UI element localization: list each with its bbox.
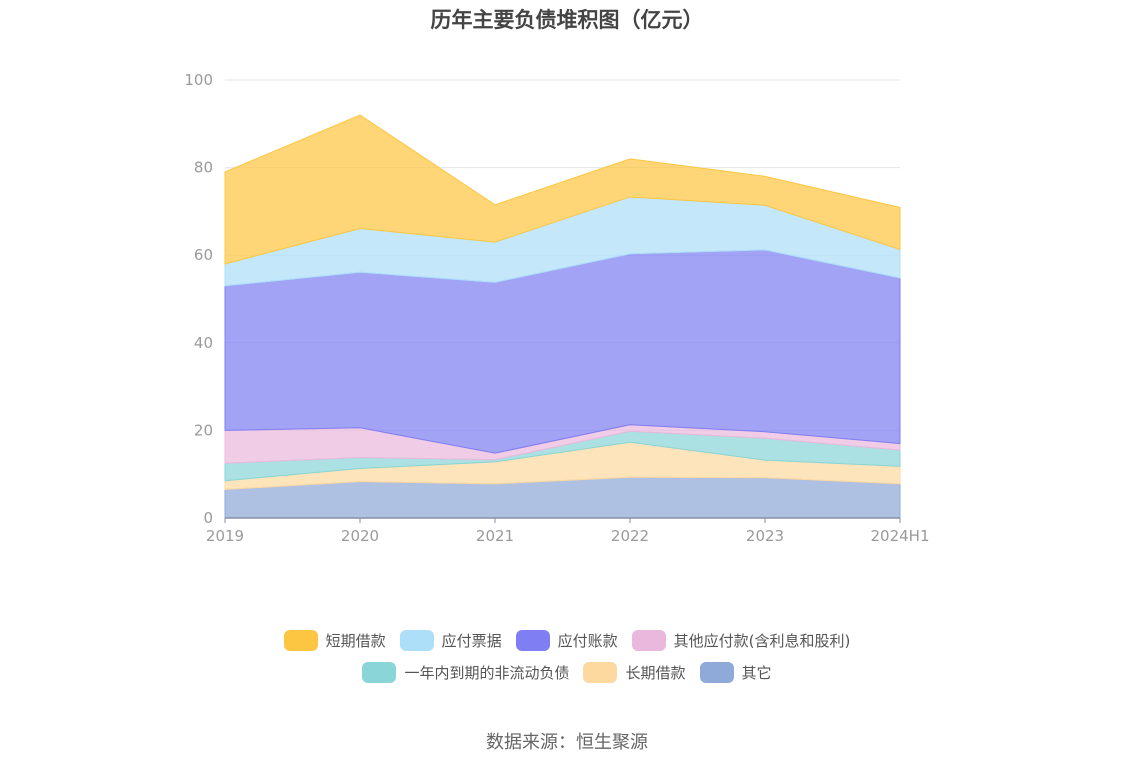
chart-title: 历年主要负债堆积图（亿元） [430, 8, 704, 32]
legend-item[interactable]: 其它 [699, 662, 772, 683]
legend-swatch [631, 630, 666, 651]
area-series-短期借款 [224, 114, 901, 265]
y-tick-label: 20 [194, 421, 213, 439]
legend-row-2: 一年内到期的非流动负债 长期借款 其它 [0, 662, 1134, 683]
y-tick-label: 0 [203, 509, 213, 527]
x-tick-label: 2022 [611, 527, 649, 545]
legend: 短期借款 应付票据 应付账款 其他应付款(含利息和股利) 一年内到期的非流动负债 长期借… [0, 630, 1134, 694]
legend-label: 其他应付款(含利息和股利) [673, 632, 851, 650]
legend-label: 应付账款 [557, 632, 618, 650]
legend-label: 其它 [741, 664, 772, 682]
legend-label: 长期借款 [625, 664, 686, 682]
legend-swatch [515, 630, 550, 651]
y-tick-label: 40 [194, 334, 213, 352]
legend-item[interactable]: 应付票据 [399, 630, 502, 651]
legend-swatch [283, 630, 318, 651]
y-tick-label: 80 [194, 159, 213, 177]
legend-item[interactable]: 长期借款 [583, 662, 686, 683]
legend-row-1: 短期借款 应付票据 应付账款 其他应付款(含利息和股利) [0, 630, 1134, 651]
axes: 0 20 40 60 80 100 2019 2020 2021 2022 2023 2024H1 [184, 71, 929, 545]
source-note: 数据来源：恒生聚源 [486, 732, 648, 753]
legend-item[interactable]: 应付账款 [515, 630, 618, 651]
legend-item[interactable]: 短期借款 [283, 630, 386, 651]
area-series-应付账款 [224, 249, 901, 454]
x-tick-label: 2019 [206, 527, 244, 545]
legend-swatch [399, 630, 434, 651]
legend-label: 一年内到期的非流动负债 [404, 664, 570, 682]
legend-item[interactable]: 其他应付款(含利息和股利) [631, 630, 851, 651]
x-tick-label: 2024H1 [871, 527, 930, 545]
x-tick-label: 2020 [341, 527, 379, 545]
legend-item[interactable]: 一年内到期的非流动负债 [362, 662, 569, 683]
legend-label: 短期借款 [325, 632, 386, 650]
legend-swatch [699, 662, 734, 683]
x-tick-label: 2023 [746, 527, 784, 545]
legend-swatch [362, 662, 397, 683]
area-series [224, 114, 901, 519]
legend-swatch [583, 662, 618, 683]
x-tick-label: 2021 [476, 527, 514, 545]
y-tick-label: 100 [184, 71, 213, 89]
y-tick-label: 60 [194, 246, 213, 264]
legend-label: 应付票据 [441, 632, 502, 650]
